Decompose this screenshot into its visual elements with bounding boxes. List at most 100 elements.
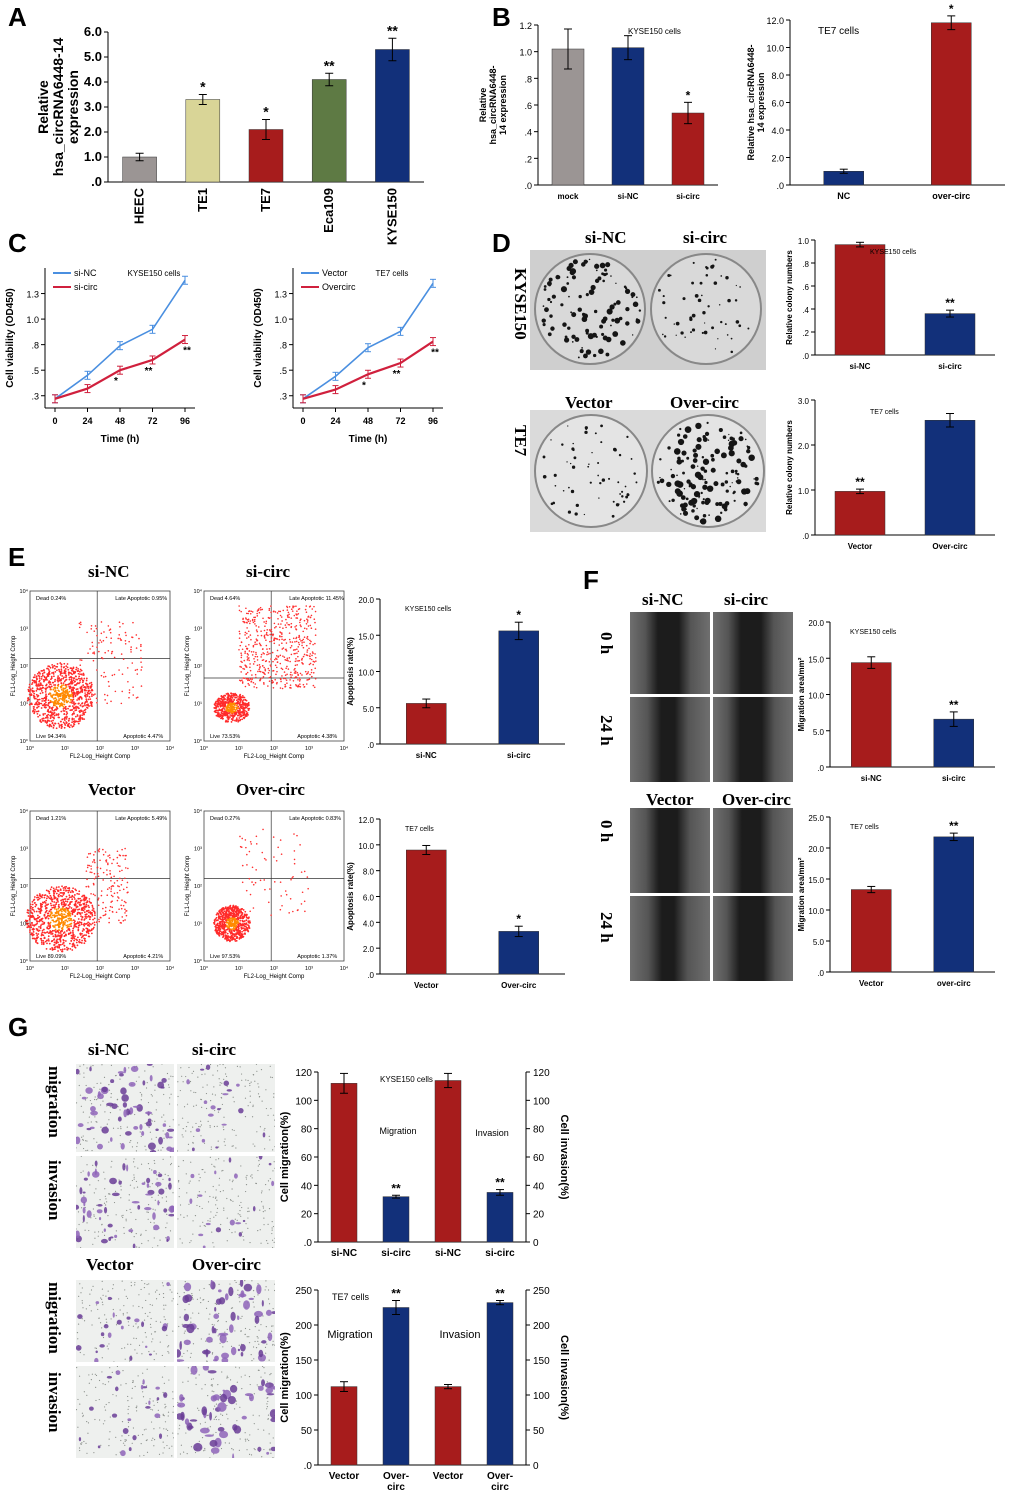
event-dot	[26, 699, 29, 702]
event-dot	[84, 692, 86, 694]
event-dot	[298, 685, 300, 688]
pore	[135, 1232, 137, 1235]
event-dot	[296, 685, 299, 688]
event-dot	[269, 664, 272, 666]
event-dot	[61, 948, 64, 951]
event-dot	[49, 678, 52, 681]
event-dot	[124, 867, 127, 869]
event-dot	[51, 949, 54, 951]
event-dot	[66, 725, 69, 727]
pore	[120, 1128, 122, 1130]
pore	[79, 1073, 81, 1075]
event-dot	[87, 704, 90, 707]
event-dot	[104, 851, 107, 853]
event-dot	[69, 701, 71, 704]
pore	[262, 1207, 265, 1209]
event-dot	[64, 674, 67, 677]
pore	[133, 1187, 135, 1189]
event-dot	[229, 906, 232, 909]
event-dot	[247, 682, 250, 685]
event-dot	[216, 931, 219, 933]
colony	[720, 452, 727, 459]
colony	[720, 511, 723, 515]
stained-cell	[132, 1243, 136, 1250]
pore	[101, 1231, 104, 1233]
event-dot	[244, 664, 246, 666]
event-dot	[282, 647, 285, 649]
event-dot	[54, 907, 56, 910]
event-dot	[124, 908, 126, 911]
event-dot	[253, 616, 255, 619]
event-dot	[288, 912, 290, 914]
stained-cell	[141, 1130, 145, 1136]
event-dot	[83, 908, 86, 910]
pore	[165, 1237, 167, 1239]
event-dot	[220, 910, 223, 913]
event-dot	[267, 672, 270, 674]
event-dot	[84, 694, 86, 697]
event-dot	[286, 665, 288, 668]
colony	[715, 502, 720, 506]
event-dot	[53, 714, 56, 717]
event-dot	[58, 677, 61, 680]
event-dot	[52, 671, 55, 674]
event-dot	[249, 840, 252, 843]
f-label-sinc: si-NC	[642, 590, 684, 609]
pore	[79, 1143, 82, 1145]
event-dot	[107, 862, 109, 864]
event-dot	[260, 656, 262, 658]
event-dot	[77, 702, 80, 705]
event-dot	[72, 667, 75, 670]
event-dot	[109, 873, 111, 875]
event-dot	[238, 702, 241, 704]
event-dot	[303, 619, 306, 622]
event-dot	[86, 915, 89, 918]
pore	[104, 1111, 106, 1113]
event-dot	[125, 914, 128, 917]
event-dot	[56, 938, 59, 941]
colony	[597, 461, 600, 464]
event-dot	[73, 939, 76, 942]
event-dot	[41, 686, 44, 689]
event-dot	[215, 916, 218, 919]
event-dot	[239, 718, 242, 721]
event-dot	[45, 687, 48, 690]
e-label-sicirc: si-circ	[246, 562, 291, 581]
event-dot	[247, 636, 250, 638]
event-dot	[85, 689, 87, 692]
event-dot	[41, 894, 44, 897]
event-dot	[106, 873, 108, 876]
pore	[86, 1222, 88, 1224]
event-dot	[68, 722, 70, 725]
event-dot	[93, 872, 96, 875]
colony	[684, 336, 686, 338]
pore	[153, 1160, 155, 1162]
event-dot	[221, 923, 224, 926]
stained-cell	[87, 1171, 90, 1177]
event-dot	[110, 700, 112, 703]
event-dot	[68, 717, 71, 720]
pore	[264, 1148, 266, 1150]
event-dot	[285, 650, 288, 652]
event-dot	[51, 711, 53, 714]
event-dot	[37, 705, 40, 708]
event-dot	[102, 914, 105, 917]
colony	[685, 497, 689, 501]
pore	[123, 1232, 125, 1234]
pore	[144, 1070, 146, 1072]
event-dot	[239, 917, 241, 919]
event-dot	[301, 891, 304, 894]
pore	[193, 1091, 195, 1094]
event-dot	[62, 687, 65, 690]
pore	[145, 1229, 147, 1232]
event-dot	[284, 638, 287, 641]
event-dot	[38, 920, 41, 923]
event-dot	[67, 907, 70, 910]
event-dot	[303, 636, 306, 638]
event-dot	[287, 614, 289, 617]
event-dot	[245, 916, 248, 919]
event-dot	[54, 924, 57, 927]
pore	[187, 1121, 189, 1123]
event-dot	[303, 641, 305, 643]
event-dot	[38, 714, 41, 717]
